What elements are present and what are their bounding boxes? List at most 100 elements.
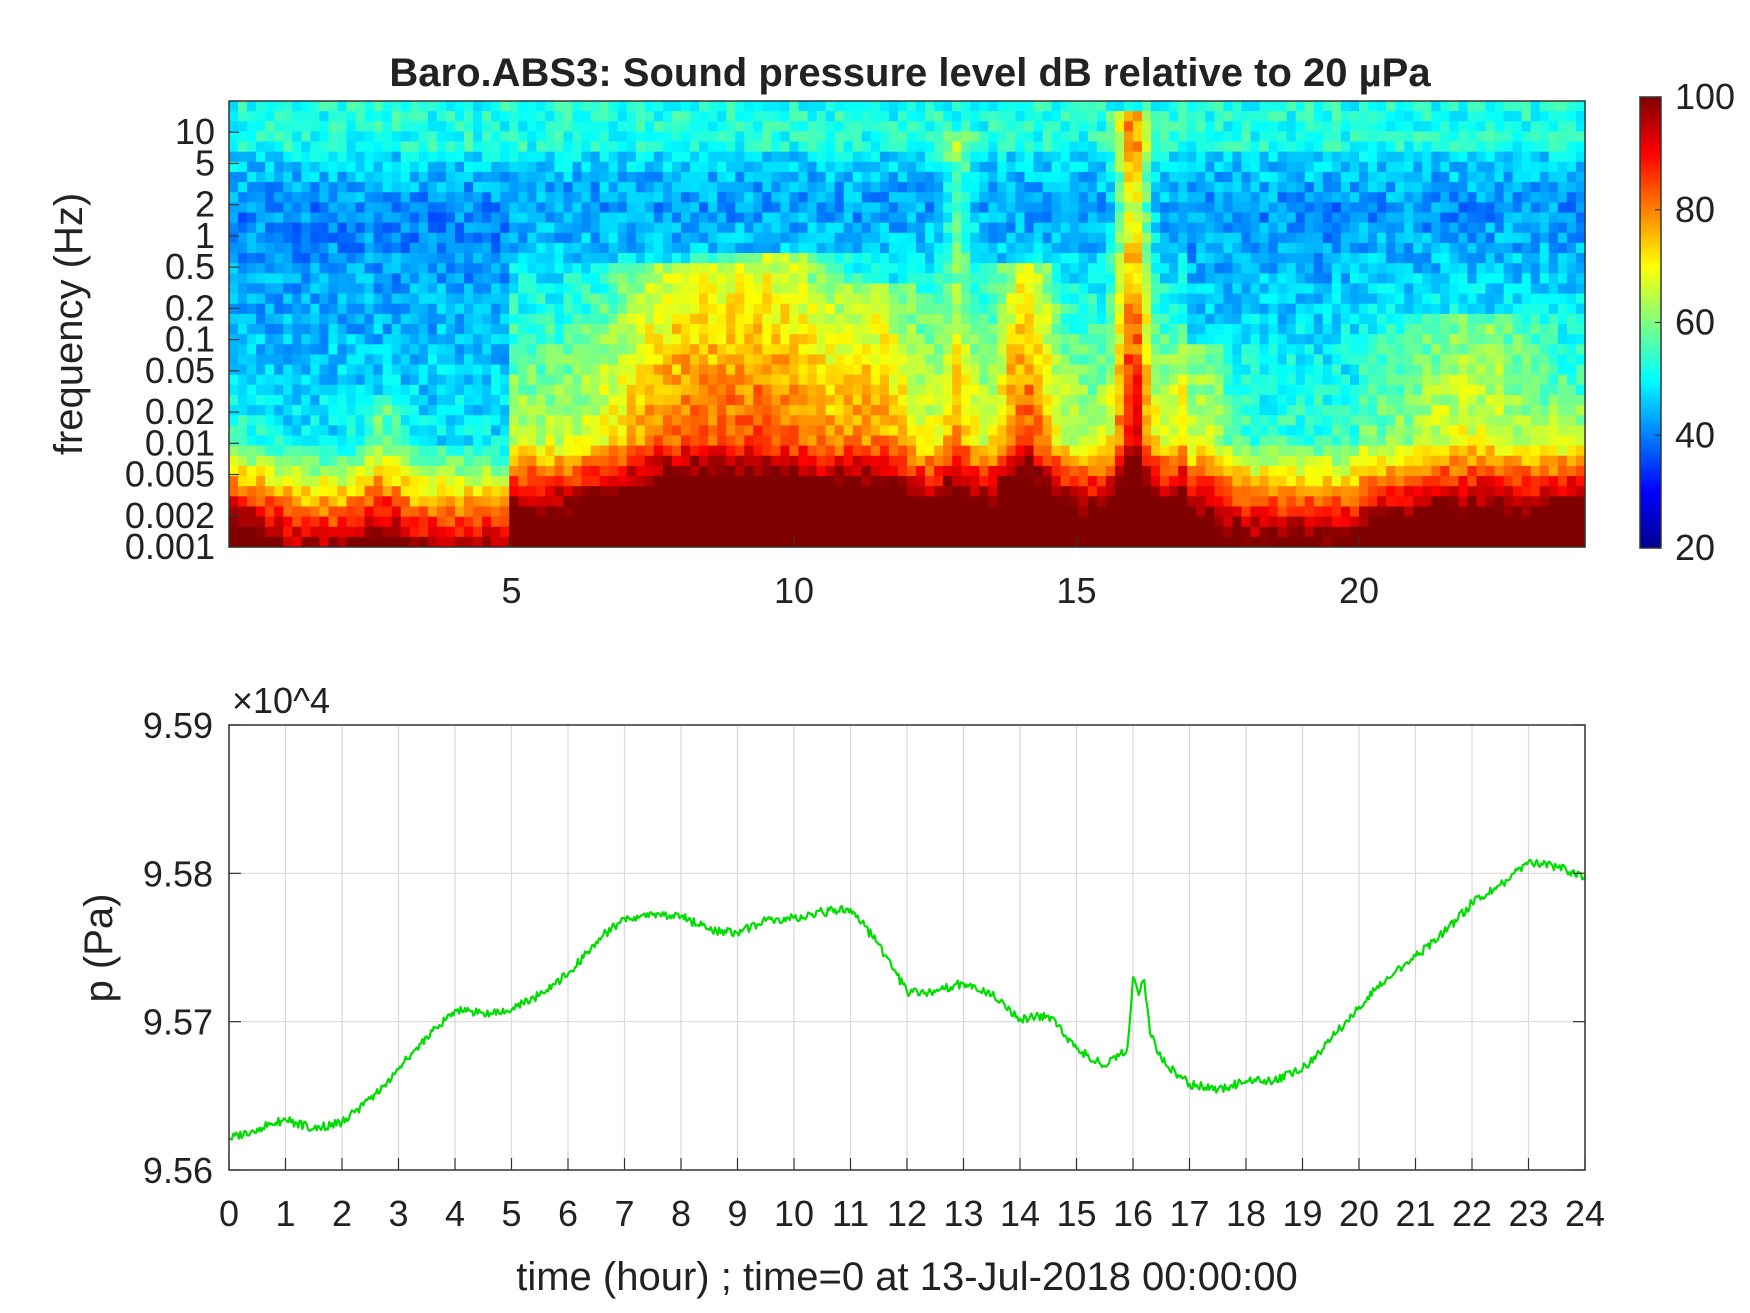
spectrogram-cell bbox=[1178, 405, 1188, 416]
spectrogram-cell bbox=[699, 253, 709, 264]
spectrogram-cell bbox=[292, 445, 302, 457]
spectrogram-cell bbox=[1123, 182, 1134, 193]
spectrogram-cell bbox=[662, 222, 673, 234]
spectrogram-cell bbox=[1042, 344, 1053, 356]
spectrogram-cell bbox=[690, 324, 700, 335]
spectrogram-cell bbox=[816, 465, 827, 477]
spectrogram-cell bbox=[970, 435, 980, 447]
spectrogram-cell bbox=[861, 283, 872, 295]
spectrogram-cell bbox=[1169, 313, 1179, 325]
spectrogram-cell bbox=[1051, 374, 1062, 386]
spectrogram-cell bbox=[328, 526, 339, 538]
spectrogram-cell bbox=[473, 101, 483, 112]
spectrogram-cell bbox=[436, 536, 447, 548]
spectrogram-cell bbox=[554, 384, 565, 396]
spectrogram-cell bbox=[563, 283, 574, 295]
spectrogram-cell bbox=[346, 192, 357, 203]
spectrogram-cell bbox=[1178, 415, 1188, 426]
spectrogram-cell bbox=[1142, 506, 1152, 518]
spectrogram-cell bbox=[418, 202, 429, 214]
spectrogram-cell bbox=[681, 293, 691, 305]
spectrogram-cell bbox=[310, 313, 320, 325]
spectrogram-cell bbox=[635, 303, 646, 315]
spectrogram-cell bbox=[1114, 121, 1125, 133]
spectrogram-cell bbox=[1060, 394, 1071, 406]
spectrogram-cell bbox=[256, 242, 266, 254]
spectrogram-cell bbox=[436, 161, 447, 173]
spectrogram-cell bbox=[319, 232, 330, 244]
spectrogram-cell bbox=[527, 253, 537, 264]
spectrogram-cell bbox=[1033, 101, 1044, 112]
spectrogram-cell bbox=[572, 405, 583, 416]
spectrogram-cell bbox=[1123, 151, 1134, 163]
spectrogram-cell bbox=[1114, 293, 1125, 305]
spectrogram-cell bbox=[916, 506, 926, 518]
spectrogram-cell bbox=[590, 131, 601, 143]
spectrogram-cell bbox=[762, 253, 772, 264]
spectrogram-cell bbox=[1087, 283, 1098, 295]
spectrogram-cell bbox=[1114, 526, 1125, 538]
spectrogram-cell bbox=[708, 324, 718, 335]
spectrogram-cell bbox=[1160, 526, 1170, 538]
spectrogram-cell bbox=[274, 151, 284, 163]
spectrogram-cell bbox=[717, 435, 727, 447]
spectrogram-cell bbox=[563, 151, 574, 163]
spectrogram-cell bbox=[726, 486, 736, 497]
spectrogram-cell bbox=[274, 324, 284, 335]
spectrogram-cell bbox=[699, 161, 709, 173]
spectrogram-cell bbox=[1223, 455, 1234, 467]
spectrogram-cell bbox=[852, 101, 863, 112]
spectrogram-cell bbox=[879, 232, 890, 244]
spectrogram-cell bbox=[482, 374, 492, 386]
spectrogram-cell bbox=[916, 526, 926, 538]
spectrogram-cell bbox=[961, 121, 971, 133]
spectrogram-cell bbox=[1096, 394, 1107, 406]
spectrogram-cell bbox=[400, 101, 411, 112]
spectrogram-cell bbox=[780, 415, 791, 426]
spectrogram-cell bbox=[753, 293, 763, 305]
spectrogram-cell bbox=[247, 344, 257, 356]
spectrogram-cell bbox=[1142, 273, 1152, 285]
spectrogram-cell bbox=[599, 486, 610, 497]
spectrogram-cell bbox=[1006, 536, 1017, 548]
spectrogram-cell bbox=[907, 425, 917, 437]
spectrogram-cell bbox=[382, 202, 393, 214]
spectrogram-cell bbox=[346, 171, 357, 183]
spectrogram-cell bbox=[653, 222, 664, 234]
spectrogram-cell bbox=[265, 121, 275, 133]
spectrogram-cell bbox=[897, 131, 908, 143]
spectrogram-cell bbox=[681, 465, 691, 477]
spectrogram-cell bbox=[816, 476, 827, 487]
spectrogram-cell bbox=[988, 536, 998, 548]
spectrogram-cell bbox=[355, 536, 366, 548]
spectrogram-cell bbox=[445, 374, 456, 386]
spectrogram-cell bbox=[229, 364, 239, 376]
spectrogram-cell bbox=[518, 394, 528, 406]
spectrogram-cell bbox=[1187, 182, 1197, 193]
spectrogram-cell bbox=[500, 151, 510, 163]
spectrogram-cell bbox=[852, 334, 863, 345]
spectrogram-cell bbox=[292, 313, 302, 325]
spectrogram-cell bbox=[825, 141, 836, 153]
spectrogram-cell bbox=[229, 313, 239, 325]
spectrogram-cell bbox=[726, 242, 736, 254]
spectrogram-cell bbox=[319, 192, 330, 203]
spectrogram-cell bbox=[400, 496, 411, 508]
spectrogram-cell bbox=[708, 496, 718, 508]
spectrogram-cell bbox=[1133, 364, 1143, 376]
spectrogram-cell bbox=[771, 394, 782, 406]
spectrogram-cell bbox=[509, 131, 519, 143]
spectrogram-cell bbox=[391, 131, 402, 143]
spectrogram-cell bbox=[590, 293, 601, 305]
spectrogram-cell bbox=[265, 253, 275, 264]
spectrogram-cell bbox=[328, 303, 339, 315]
spectrogram-cell bbox=[916, 465, 926, 477]
spectrogram-cell bbox=[337, 536, 348, 548]
spectrogram-cell bbox=[229, 182, 239, 193]
spectrogram-cell bbox=[635, 212, 646, 224]
spectrogram-cell bbox=[464, 425, 474, 437]
spectrogram-cell bbox=[238, 435, 248, 447]
spectrogram-cell bbox=[509, 151, 519, 163]
spectrogram-cell bbox=[897, 384, 908, 396]
spectrogram-cell bbox=[590, 212, 601, 224]
